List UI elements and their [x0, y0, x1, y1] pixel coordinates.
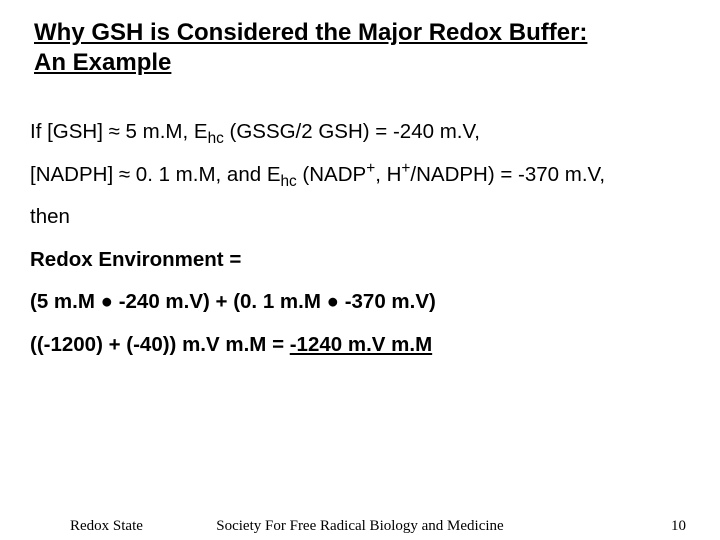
line2-sub: hc — [281, 173, 297, 190]
line2-sup1: + — [366, 160, 375, 177]
line2-pre: [NADPH] ≈ 0. 1 m.M, and E — [30, 163, 281, 186]
line-redox-env: Redox Environment = — [30, 248, 690, 273]
line2-mid2: , H — [375, 163, 401, 186]
line4-text: Redox Environment = — [30, 248, 241, 271]
line-gsh: If [GSH] ≈ 5 m.M, Ehc (GSSG/2 GSH) = -24… — [30, 120, 690, 145]
line-nadph: [NADPH] ≈ 0. 1 m.M, and Ehc (NADP+, H+/N… — [30, 163, 690, 188]
line1-sub: hc — [208, 130, 224, 147]
footer-center: Society For Free Radical Biology and Med… — [0, 518, 720, 535]
title-line-1: Why GSH is Considered the Major Redox Bu… — [34, 19, 587, 46]
page-number: 10 — [671, 518, 686, 535]
slide-title: Why GSH is Considered the Major Redox Bu… — [34, 18, 684, 78]
line6-result: -1240 m.V m.M — [290, 333, 432, 356]
slide-body: If [GSH] ≈ 5 m.M, Ehc (GSSG/2 GSH) = -24… — [30, 120, 690, 376]
title-line-2: An Example — [34, 49, 171, 76]
slide: Why GSH is Considered the Major Redox Bu… — [0, 0, 720, 540]
line1-pre: If [GSH] ≈ 5 m.M, E — [30, 120, 208, 143]
line2-post: /NADPH) = -370 m.V, — [410, 163, 605, 186]
line6-pre: ((-1200) + (-40)) m.V m.M = — [30, 333, 290, 356]
line1-post: (GSSG/2 GSH) = -240 m.V, — [224, 120, 480, 143]
line-equation-1: (5 m.M ● -240 m.V) + (0. 1 m.M ● -370 m.… — [30, 290, 690, 315]
line-then: then — [30, 205, 690, 230]
line-equation-2: ((-1200) + (-40)) m.V m.M = -1240 m.V m.… — [30, 333, 690, 358]
line2-mid: (NADP — [297, 163, 366, 186]
